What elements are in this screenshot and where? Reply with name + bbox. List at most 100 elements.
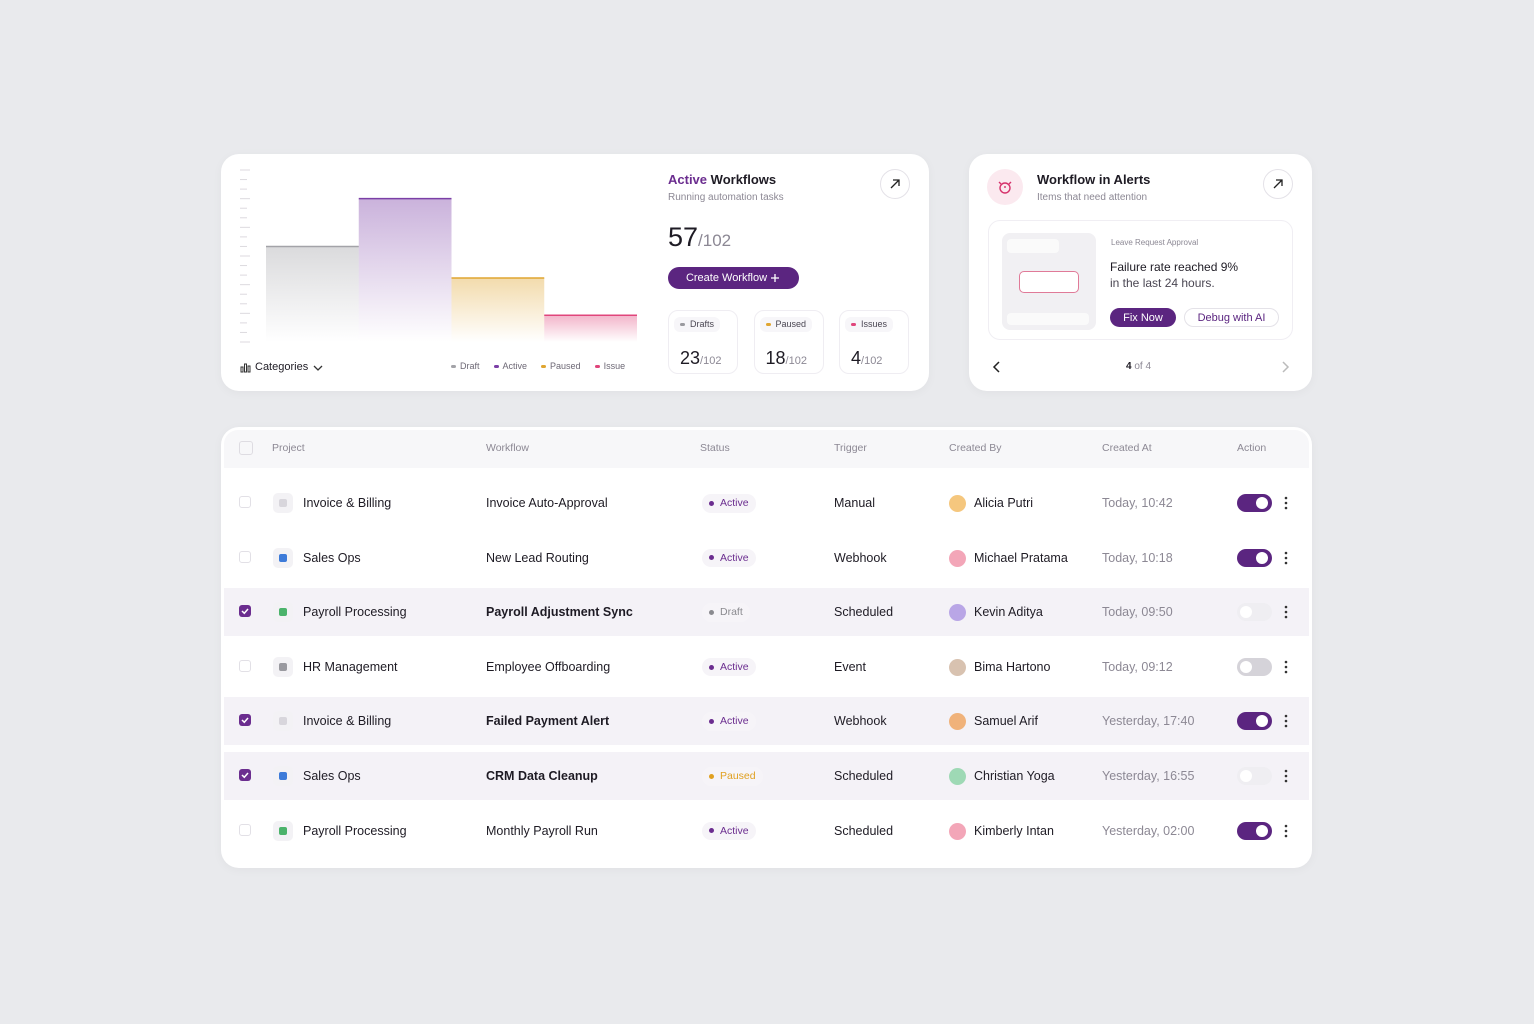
- toggle-knob: [1256, 824, 1268, 837]
- workflow-name: Invoice Auto-Approval: [486, 496, 608, 510]
- created-at: Yesterday, 02:00: [1102, 823, 1195, 838]
- row-checkbox[interactable]: [239, 823, 251, 836]
- header-checkbox[interactable]: [239, 441, 253, 455]
- alerts-card: Workflow in Alerts Items that need atten…: [969, 154, 1312, 391]
- bell-icon: [998, 181, 1012, 194]
- workflow-name: New Lead Routing: [486, 550, 589, 565]
- toggle[interactable]: [1237, 548, 1272, 567]
- menu-dot: [1284, 824, 1288, 827]
- stat-label-chip: Paused: [759, 317, 813, 332]
- project-icon: [273, 602, 293, 623]
- created-at: Today, 09:50: [1102, 605, 1173, 620]
- step-area: [544, 315, 637, 342]
- toggle-knob: [1256, 715, 1268, 728]
- row-menu[interactable]: [1283, 496, 1289, 510]
- legend-label: Paused: [550, 361, 581, 371]
- menu-dot: [1284, 561, 1288, 564]
- button-label: Debug with AI: [1197, 311, 1266, 324]
- debug-button[interactable]: Debug with AI: [1184, 308, 1279, 327]
- row-menu[interactable]: [1283, 769, 1289, 783]
- fix-now-button[interactable]: Fix Now: [1110, 308, 1176, 327]
- project-icon-glyph: [279, 826, 287, 835]
- toggle[interactable]: [1237, 657, 1272, 676]
- check: [241, 717, 249, 724]
- check-icon: [241, 608, 249, 615]
- next-button[interactable]: [1277, 359, 1293, 375]
- stat-number: 23: [680, 348, 701, 368]
- legend-item: Active: [493, 362, 527, 371]
- filter-icon: [240, 363, 251, 372]
- avatar: [949, 658, 966, 676]
- check: [241, 608, 249, 615]
- toggle[interactable]: [1237, 712, 1272, 731]
- legend-item: Draft: [451, 362, 480, 371]
- legend-item: Paused: [541, 362, 581, 371]
- expand-button[interactable]: [1263, 169, 1293, 199]
- status-dot: [709, 828, 714, 834]
- active-workflows-card: Categories Draft Active Paused Issue Active…: [221, 154, 929, 391]
- menu-dot: [1284, 615, 1288, 619]
- created-at: Today, 09:12: [1102, 659, 1173, 674]
- menu-dot: [1284, 670, 1288, 674]
- row-checkbox[interactable]: [239, 550, 251, 563]
- toggle[interactable]: [1237, 494, 1272, 512]
- project-icon: [273, 547, 293, 568]
- create-workflow-button[interactable]: Create Workflow: [668, 267, 799, 289]
- row-checkbox[interactable]: [239, 659, 251, 672]
- stat-dot: [680, 323, 685, 326]
- toggle-knob: [1240, 660, 1252, 673]
- row-menu[interactable]: [1283, 824, 1289, 838]
- pager-current: 4: [1126, 361, 1132, 372]
- project-icon: [273, 711, 293, 732]
- workflow-name: CRM Data Cleanup: [486, 769, 598, 783]
- title-text: Workflows: [710, 172, 777, 187]
- project-name: Invoice & Billing: [303, 714, 392, 729]
- stat-total: /102: [785, 355, 807, 367]
- stat-total: /102: [700, 355, 722, 367]
- alerts-title: Workflow in Alerts: [1037, 172, 1151, 187]
- stat-number: 18: [765, 348, 786, 368]
- row-menu[interactable]: [1283, 551, 1289, 565]
- stat-total: /102: [861, 355, 883, 367]
- toggle-knob: [1240, 606, 1252, 619]
- status-pill: Paused: [702, 767, 763, 786]
- stat-label-chip: Drafts: [674, 317, 721, 332]
- created-at: Today, 10:42: [1102, 496, 1173, 510]
- expand-button[interactable]: [880, 169, 910, 199]
- trigger: Webhook: [834, 550, 887, 565]
- stat-label: Issues: [861, 319, 888, 329]
- avatar: [949, 768, 966, 785]
- toggle[interactable]: [1237, 603, 1272, 622]
- button-label: Fix Now: [1123, 311, 1163, 324]
- row-menu[interactable]: [1283, 660, 1289, 674]
- workflow-name: Monthly Payroll Run: [486, 823, 598, 838]
- status-pill: Active: [702, 494, 756, 513]
- status-dot: [709, 500, 714, 506]
- categories-filter[interactable]: Categories: [240, 362, 324, 373]
- trigger: Scheduled: [834, 769, 894, 783]
- row-menu[interactable]: [1283, 714, 1289, 728]
- avatar: [949, 822, 966, 840]
- toggle[interactable]: [1237, 767, 1272, 785]
- alert-icon: [987, 169, 1023, 205]
- status-pill: Active: [702, 821, 756, 841]
- created-by: Kimberly Intan: [974, 823, 1054, 838]
- row-checkbox[interactable]: [239, 605, 251, 618]
- card-subtitle: Running automation tasks: [668, 192, 784, 203]
- menu-dot: [1284, 769, 1288, 773]
- row-checkbox[interactable]: [239, 769, 251, 781]
- status-dot: [709, 773, 714, 779]
- row-checkbox[interactable]: [239, 496, 251, 508]
- toggle[interactable]: [1237, 821, 1272, 840]
- row-menu[interactable]: [1283, 605, 1289, 619]
- row-checkbox[interactable]: [239, 714, 251, 727]
- created-at: Yesterday, 16:55: [1102, 769, 1195, 783]
- created-at: Yesterday, 17:40: [1102, 714, 1195, 729]
- status-dot: [709, 555, 714, 561]
- project-name: HR Management: [303, 659, 398, 674]
- prev-button[interactable]: [989, 359, 1005, 375]
- stat-dot: [851, 323, 856, 326]
- thumb-block: [1007, 239, 1059, 253]
- header-row: [224, 430, 1309, 468]
- workflow-name: Payroll Adjustment Sync: [486, 605, 633, 620]
